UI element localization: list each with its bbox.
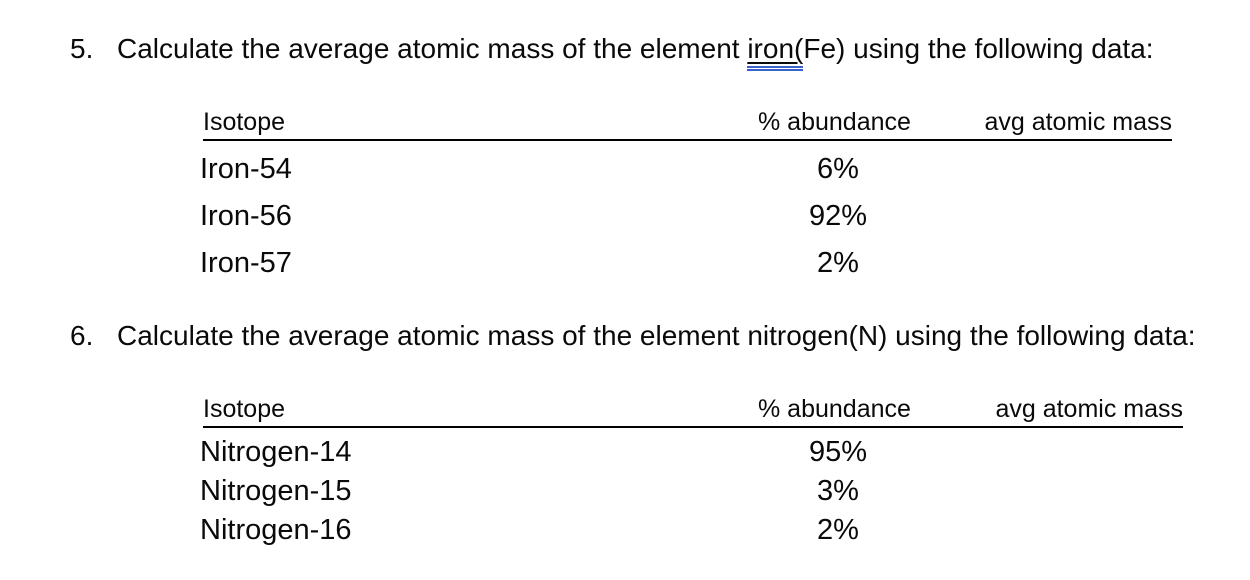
isotope-name: Nitrogen-15 [200, 475, 352, 507]
abundance-value: 2% [817, 247, 859, 279]
grammar-flagged-word: iron( [747, 33, 804, 71]
question-5-text-after: Fe) using the following data: [803, 33, 1154, 64]
header-isotope: Isotope [203, 395, 286, 423]
header-abundance: % abundance [758, 395, 911, 423]
header-isotope: Isotope [203, 108, 286, 136]
avg-mass-value [918, 240, 1172, 287]
table-row: Nitrogen-15 3% [200, 472, 1183, 511]
avg-mass-value [918, 193, 1172, 240]
question-5-number: 5. [70, 33, 94, 64]
abundance-value: 2% [817, 514, 859, 546]
abundance-value: 92% [808, 200, 868, 232]
table-header-row: Isotope % abundance avg atomic mass [203, 108, 1172, 141]
question-5-text: Calculate the average atomic mass of the… [117, 32, 1154, 71]
table-row: Nitrogen-14 95% [200, 433, 1183, 472]
isotope-name: Iron-57 [200, 247, 292, 279]
table-row: Nitrogen-16 2% [200, 511, 1183, 550]
isotope-name: Iron-54 [200, 153, 292, 185]
abundance-value: 3% [817, 475, 859, 507]
avg-mass-value [918, 433, 1183, 472]
header-avg-atomic-mass: avg atomic mass [995, 395, 1183, 423]
isotope-table-iron: Isotope % abundance avg atomic mass Iron… [200, 108, 1172, 287]
question-5-text-before: Calculate the average atomic mass of the… [117, 33, 748, 64]
table-body: Nitrogen-14 95% Nitrogen-15 3% Nitrogen-… [200, 433, 1183, 550]
question-6: 6. Calculate the average atomic mass of … [70, 319, 1196, 353]
header-abundance: % abundance [758, 108, 911, 136]
isotope-name: Nitrogen-16 [200, 514, 352, 546]
header-avg-atomic-mass: avg atomic mass [984, 108, 1172, 136]
avg-mass-value [918, 511, 1183, 550]
table-row: Iron-57 2% [200, 240, 1172, 287]
table-body: Iron-54 6% Iron-56 92% Iron-57 2% [200, 146, 1172, 287]
isotope-name: Nitrogen-14 [200, 436, 352, 468]
abundance-value: 6% [817, 153, 859, 185]
question-6-text: Calculate the average atomic mass of the… [117, 320, 1196, 351]
table-header-row: Isotope % abundance avg atomic mass [203, 395, 1183, 428]
avg-mass-value [918, 472, 1183, 511]
isotope-table-nitrogen: Isotope % abundance avg atomic mass Nitr… [200, 395, 1183, 550]
isotope-name: Iron-56 [200, 200, 292, 232]
abundance-value: 95% [808, 436, 868, 468]
table-row: Iron-56 92% [200, 193, 1172, 240]
table-row: Iron-54 6% [200, 146, 1172, 193]
avg-mass-value [918, 146, 1172, 193]
question-6-number: 6. [70, 320, 94, 351]
question-5: 5. Calculate the average atomic mass of … [70, 32, 1154, 71]
